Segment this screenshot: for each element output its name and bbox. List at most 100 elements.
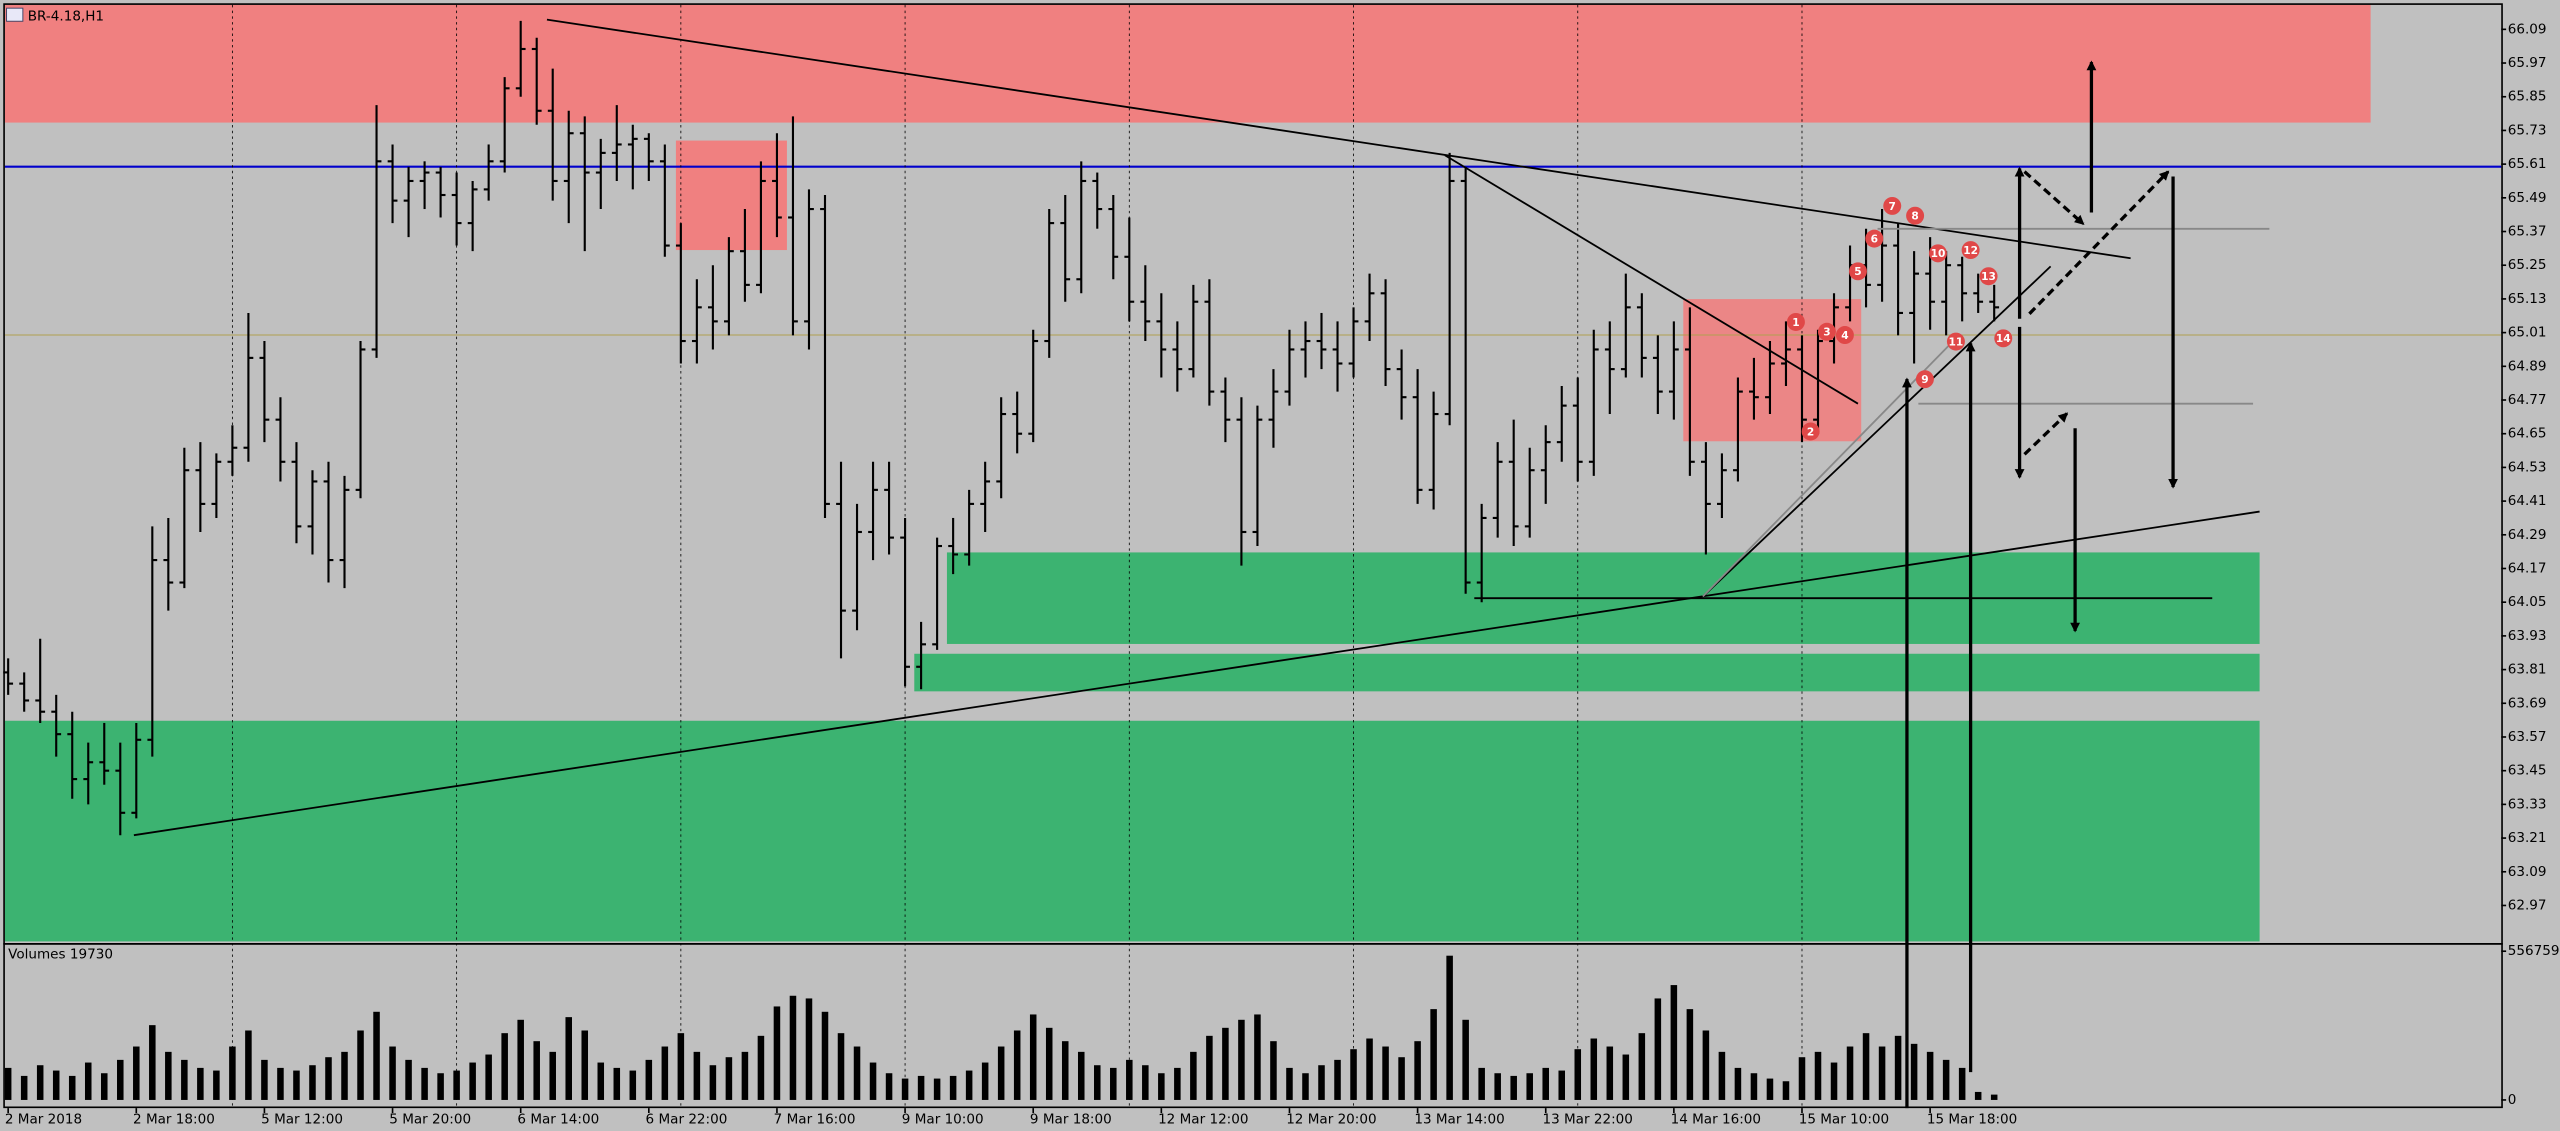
y-tick-label: 63.09 bbox=[2508, 864, 2547, 880]
volume-bar bbox=[1382, 1046, 1389, 1100]
volume-bar bbox=[261, 1059, 268, 1100]
volume-bar bbox=[68, 1075, 76, 1100]
volume-bar bbox=[4, 1067, 12, 1100]
volume-bar bbox=[1350, 1049, 1357, 1100]
volume-bar bbox=[1061, 1041, 1069, 1100]
marker-circle bbox=[1928, 244, 1947, 263]
volume-bar bbox=[36, 1065, 44, 1100]
trendline bbox=[1444, 154, 1859, 405]
resistance-zone bbox=[1683, 299, 1862, 442]
volume-bar bbox=[1238, 1019, 1245, 1100]
volume-bar bbox=[565, 1017, 572, 1100]
y-tick-label: 66.09 bbox=[2508, 21, 2547, 37]
x-tick-label: 9 Mar 10:00 bbox=[902, 1112, 984, 1128]
volume-bar bbox=[1990, 1094, 1998, 1100]
volume-bar bbox=[100, 1073, 108, 1100]
x-tick-label: 13 Mar 14:00 bbox=[1414, 1112, 1504, 1128]
volume-bar bbox=[1814, 1051, 1822, 1100]
volume-bar bbox=[485, 1054, 492, 1100]
volume-bar bbox=[1718, 1051, 1726, 1100]
arrow bbox=[2028, 170, 2170, 315]
x-tick-label: 2 Mar 18:00 bbox=[133, 1112, 215, 1128]
marker-circle bbox=[1961, 241, 1980, 260]
y-tick-label: 64.53 bbox=[2508, 459, 2547, 475]
y-tick-label: 65.73 bbox=[2508, 122, 2547, 138]
volume-bar bbox=[933, 1078, 941, 1100]
volume-bar bbox=[1878, 1046, 1886, 1100]
volume-bar bbox=[1398, 1057, 1405, 1100]
volume-bar bbox=[1110, 1067, 1117, 1100]
volume-bar bbox=[52, 1070, 60, 1100]
volume-bar bbox=[1702, 1030, 1710, 1100]
volume-bar bbox=[725, 1057, 733, 1100]
volume-bar bbox=[325, 1057, 332, 1100]
volume-bar bbox=[581, 1030, 589, 1100]
volume-bar bbox=[1958, 1067, 1966, 1100]
volume-bar bbox=[1910, 1043, 1918, 1100]
marker-circle bbox=[1801, 422, 1820, 441]
volume-bar bbox=[1077, 1051, 1085, 1100]
volume-bar bbox=[1734, 1067, 1742, 1100]
y-tick-label: 63.21 bbox=[2508, 830, 2547, 846]
volume-bar bbox=[853, 1046, 861, 1100]
x-tick-label: 6 Mar 22:00 bbox=[646, 1112, 728, 1128]
volume-bar bbox=[421, 1067, 428, 1100]
marker-label: 14 bbox=[1996, 332, 2011, 345]
volume-bar bbox=[1334, 1059, 1341, 1100]
volume-bar bbox=[1158, 1073, 1165, 1100]
y-tick-label: 64.65 bbox=[2508, 426, 2547, 442]
y-tick-label: 65.37 bbox=[2508, 224, 2547, 240]
y-tick-label: 65.25 bbox=[2508, 257, 2547, 273]
volume-bar bbox=[629, 1070, 637, 1100]
volume-bar bbox=[277, 1067, 284, 1100]
volume-bar bbox=[1174, 1067, 1181, 1100]
volume-bar bbox=[869, 1062, 877, 1100]
marker-label: 11 bbox=[1949, 335, 1964, 348]
marker-circle bbox=[1835, 326, 1854, 345]
volume-bar bbox=[1190, 1051, 1197, 1100]
x-tick-label: 12 Mar 12:00 bbox=[1158, 1112, 1248, 1128]
volume-bar bbox=[997, 1046, 1005, 1100]
volume-bar bbox=[501, 1033, 508, 1100]
volume-bar bbox=[1638, 1033, 1646, 1100]
x-tick-label: 13 Mar 22:00 bbox=[1542, 1112, 1632, 1128]
volume-bar bbox=[1462, 1019, 1469, 1100]
y-tick-label: 63.93 bbox=[2508, 628, 2547, 644]
volume-bar bbox=[197, 1067, 204, 1100]
y-tick-label: 65.13 bbox=[2508, 291, 2547, 307]
volume-bar bbox=[709, 1065, 717, 1100]
volume-bar bbox=[1622, 1054, 1630, 1100]
volume-bar bbox=[1782, 1081, 1790, 1100]
support-zone bbox=[4, 720, 2260, 942]
y-tick-label: 64.05 bbox=[2508, 594, 2547, 610]
y-tick-label: 65.85 bbox=[2508, 89, 2547, 105]
volume-bar bbox=[149, 1025, 156, 1100]
volume-bar bbox=[965, 1070, 973, 1100]
y-tick-label: 65.97 bbox=[2508, 55, 2547, 71]
y-tick-label: 556759 bbox=[2508, 943, 2560, 959]
y-tick-label: 63.81 bbox=[2508, 662, 2547, 678]
y-tick-label: 63.57 bbox=[2508, 729, 2547, 745]
y-tick-label: 65.01 bbox=[2508, 325, 2547, 341]
volume-bar bbox=[1270, 1041, 1277, 1100]
arrow bbox=[2023, 412, 2069, 456]
chart-icon bbox=[6, 7, 24, 22]
volume-bar bbox=[661, 1046, 669, 1100]
volume-bar bbox=[405, 1059, 412, 1100]
volume-bar bbox=[597, 1062, 605, 1100]
volume-bar bbox=[389, 1046, 396, 1100]
volume-bar bbox=[789, 995, 797, 1100]
volume-bar bbox=[1302, 1073, 1309, 1100]
volume-bar bbox=[293, 1070, 300, 1100]
volume-bar bbox=[981, 1062, 989, 1100]
volume-bar bbox=[1494, 1073, 1501, 1100]
volume-bar bbox=[1286, 1067, 1293, 1100]
volume-bar bbox=[1430, 1009, 1437, 1100]
volume-bar bbox=[1926, 1051, 1934, 1100]
volume-bar bbox=[1526, 1073, 1533, 1100]
volume-bar bbox=[1750, 1073, 1758, 1100]
volume-bar bbox=[1094, 1065, 1101, 1100]
